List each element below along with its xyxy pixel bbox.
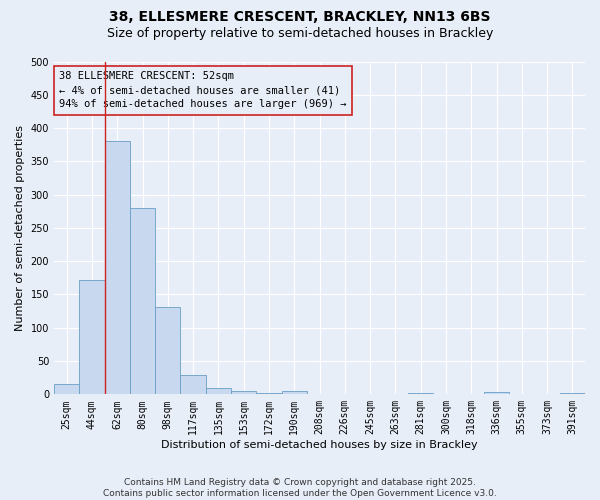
Y-axis label: Number of semi-detached properties: Number of semi-detached properties <box>15 125 25 331</box>
Bar <box>104 140 130 394</box>
Bar <box>256 393 281 394</box>
X-axis label: Distribution of semi-detached houses by size in Brackley: Distribution of semi-detached houses by … <box>161 440 478 450</box>
Bar <box>79 280 104 394</box>
Text: 38, ELLESMERE CRESCENT, BRACKLEY, NN13 6BS: 38, ELLESMERE CRESCENT, BRACKLEY, NN13 6… <box>109 10 491 24</box>
Bar <box>54 384 79 394</box>
Bar <box>231 391 256 394</box>
Text: 38 ELLESMERE CRESCENT: 52sqm
← 4% of semi-detached houses are smaller (41)
94% o: 38 ELLESMERE CRESCENT: 52sqm ← 4% of sem… <box>59 72 347 110</box>
Bar <box>560 393 585 394</box>
Bar <box>155 307 181 394</box>
Text: Size of property relative to semi-detached houses in Brackley: Size of property relative to semi-detach… <box>107 28 493 40</box>
Bar <box>408 393 433 394</box>
Bar <box>130 208 155 394</box>
Text: Contains HM Land Registry data © Crown copyright and database right 2025.
Contai: Contains HM Land Registry data © Crown c… <box>103 478 497 498</box>
Bar <box>281 391 307 394</box>
Bar <box>206 388 231 394</box>
Bar <box>181 375 206 394</box>
Bar <box>484 392 509 394</box>
